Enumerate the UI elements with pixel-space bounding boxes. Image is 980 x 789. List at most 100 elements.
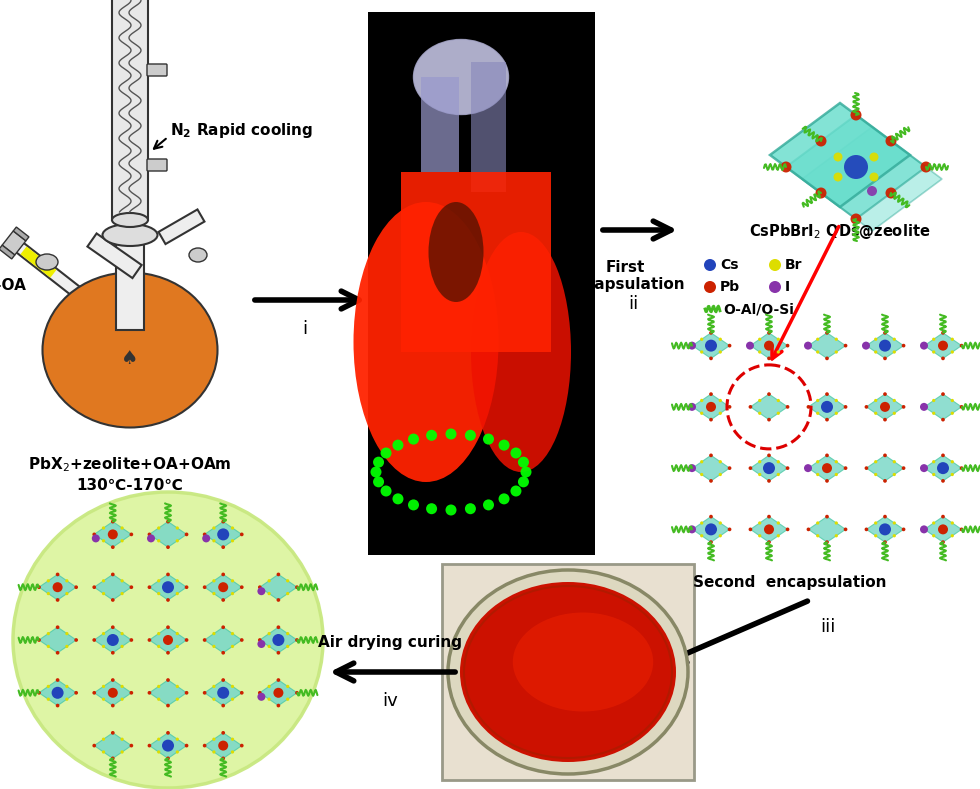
Circle shape <box>102 645 105 648</box>
Circle shape <box>710 514 712 518</box>
Circle shape <box>518 457 529 468</box>
Polygon shape <box>808 517 846 542</box>
Circle shape <box>893 338 896 341</box>
Circle shape <box>129 585 133 589</box>
Ellipse shape <box>448 570 688 774</box>
Polygon shape <box>149 574 186 600</box>
Circle shape <box>816 460 819 463</box>
Circle shape <box>862 342 870 350</box>
Circle shape <box>941 331 945 335</box>
Text: ♠: ♠ <box>122 349 139 368</box>
Circle shape <box>807 466 810 470</box>
Text: Second  encapsulation: Second encapsulation <box>693 575 887 590</box>
Polygon shape <box>693 517 729 542</box>
FancyBboxPatch shape <box>442 564 694 780</box>
FancyBboxPatch shape <box>401 172 551 352</box>
Circle shape <box>691 344 694 347</box>
Circle shape <box>718 534 722 537</box>
Circle shape <box>148 585 151 589</box>
Circle shape <box>879 339 891 352</box>
Circle shape <box>148 744 151 747</box>
Circle shape <box>175 579 179 582</box>
Circle shape <box>231 632 234 635</box>
Text: 130℃-170℃: 130℃-170℃ <box>76 478 183 493</box>
Circle shape <box>511 447 521 458</box>
Circle shape <box>111 651 115 655</box>
Text: O-Al/O-Si: O-Al/O-Si <box>723 302 794 316</box>
Circle shape <box>804 464 812 472</box>
Circle shape <box>175 697 179 701</box>
Circle shape <box>47 632 50 635</box>
Circle shape <box>66 645 69 648</box>
Circle shape <box>258 587 266 595</box>
Circle shape <box>705 339 717 352</box>
Circle shape <box>121 750 123 753</box>
Circle shape <box>218 529 229 540</box>
Circle shape <box>121 685 123 688</box>
Circle shape <box>162 581 174 593</box>
Circle shape <box>767 454 771 457</box>
Circle shape <box>66 685 69 688</box>
Circle shape <box>710 418 712 421</box>
FancyBboxPatch shape <box>159 209 205 244</box>
Circle shape <box>392 493 404 504</box>
Circle shape <box>221 731 225 735</box>
Polygon shape <box>205 680 242 705</box>
Circle shape <box>959 405 963 409</box>
Circle shape <box>286 645 289 648</box>
Polygon shape <box>924 455 961 481</box>
FancyBboxPatch shape <box>147 64 167 76</box>
Circle shape <box>276 626 280 629</box>
Circle shape <box>157 697 161 701</box>
Circle shape <box>710 392 712 396</box>
Circle shape <box>107 634 119 646</box>
FancyBboxPatch shape <box>116 240 144 330</box>
Circle shape <box>240 533 244 537</box>
Ellipse shape <box>42 272 218 428</box>
Circle shape <box>129 638 133 642</box>
Circle shape <box>175 738 179 741</box>
Circle shape <box>167 573 170 576</box>
Circle shape <box>951 338 954 341</box>
Circle shape <box>749 466 753 470</box>
Circle shape <box>718 338 722 341</box>
Polygon shape <box>751 394 788 420</box>
Circle shape <box>700 460 704 463</box>
Polygon shape <box>260 574 297 600</box>
Circle shape <box>825 479 829 483</box>
Circle shape <box>759 338 761 341</box>
Circle shape <box>121 738 123 741</box>
Circle shape <box>941 540 945 544</box>
Circle shape <box>221 757 225 761</box>
Circle shape <box>718 473 722 476</box>
Circle shape <box>835 412 838 415</box>
Circle shape <box>759 399 761 402</box>
Circle shape <box>825 392 829 396</box>
Circle shape <box>759 412 761 415</box>
Text: Cs: Cs <box>720 258 739 272</box>
Circle shape <box>893 534 896 537</box>
Circle shape <box>111 598 115 602</box>
Circle shape <box>874 399 877 402</box>
Circle shape <box>121 645 123 648</box>
Circle shape <box>844 344 848 347</box>
Polygon shape <box>94 522 131 547</box>
Circle shape <box>777 338 780 341</box>
Circle shape <box>221 704 225 708</box>
Circle shape <box>922 405 926 409</box>
Circle shape <box>102 539 105 542</box>
Circle shape <box>883 454 887 457</box>
Polygon shape <box>693 394 729 420</box>
Circle shape <box>941 418 945 421</box>
Circle shape <box>408 499 419 510</box>
Circle shape <box>518 477 529 488</box>
Circle shape <box>883 392 887 396</box>
Circle shape <box>728 405 731 409</box>
Circle shape <box>941 392 945 396</box>
Circle shape <box>74 691 78 694</box>
FancyBboxPatch shape <box>87 234 142 278</box>
Circle shape <box>920 464 928 472</box>
Polygon shape <box>94 680 131 705</box>
Circle shape <box>767 331 771 335</box>
Circle shape <box>767 357 771 361</box>
